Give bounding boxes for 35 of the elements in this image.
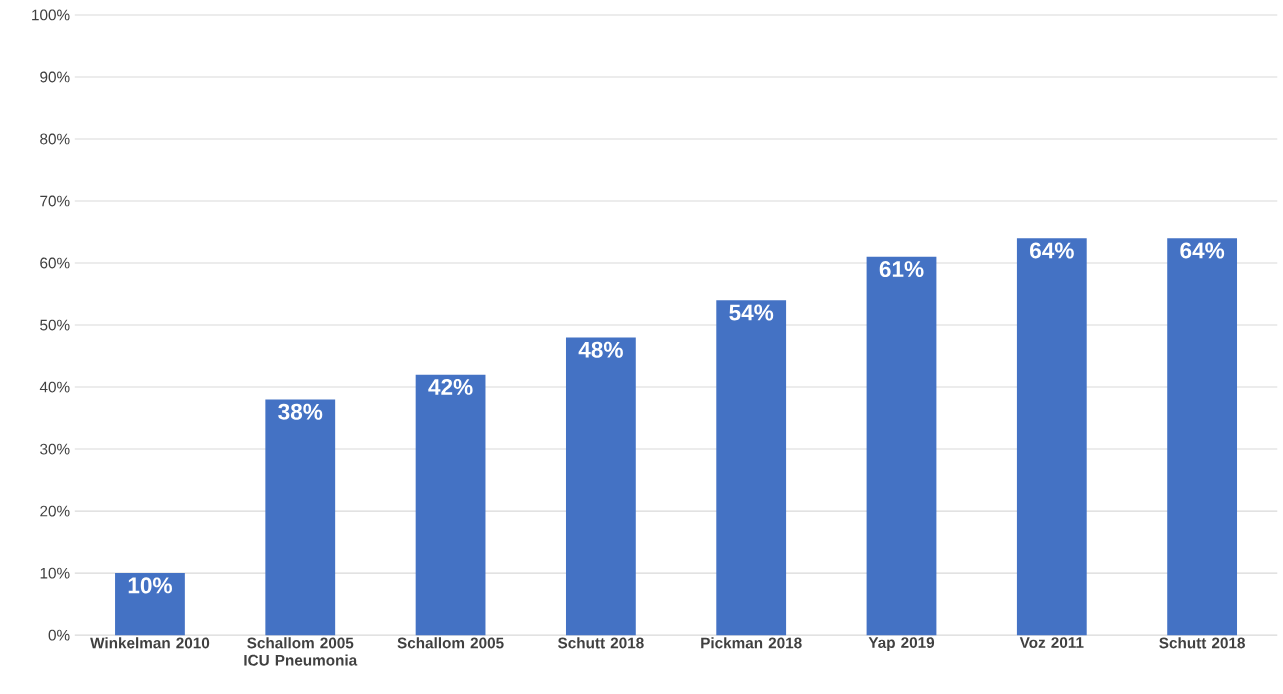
data-label: 54%	[729, 304, 774, 321]
data-label: 64%	[1180, 242, 1225, 259]
data-label: 61%	[879, 261, 924, 278]
y-tick-label: 100%	[32, 9, 70, 21]
x-tick-label: Schutt 2018	[557, 637, 644, 649]
data-label: 64%	[1030, 242, 1074, 259]
data-label: 48%	[578, 341, 623, 358]
y-tick-label: 40%	[39, 381, 70, 393]
bar	[1167, 238, 1238, 636]
x-tick-label: Schallom 2005	[397, 637, 504, 649]
data-label: 42%	[428, 378, 473, 395]
bar	[115, 573, 185, 636]
x-tick-label: Yap 2019	[868, 637, 935, 652]
x-tick-label: Schallom 2005 ICU Pneumonia	[244, 637, 358, 666]
y-tick-label: 50%	[40, 319, 70, 331]
x-tick-label: Pickman 2018	[701, 637, 802, 649]
y-tick-label: 60%	[40, 257, 70, 269]
y-tick-label: 80%	[40, 133, 70, 145]
bar	[265, 399, 336, 636]
y-tick-label: 10%	[40, 567, 70, 579]
x-tick-label: Voz 2011	[1019, 637, 1084, 649]
y-tick-label: 20%	[40, 505, 70, 517]
bar	[565, 337, 636, 636]
x-tick-label: Winkelman 2010	[90, 637, 210, 649]
y-tick-label: 0%	[48, 629, 70, 641]
data-label: 10%	[128, 577, 172, 594]
bar	[415, 374, 486, 636]
y-tick-label: 90%	[40, 71, 70, 83]
bar	[866, 256, 937, 636]
y-tick-label: 70%	[40, 195, 70, 207]
data-label: 38%	[278, 403, 323, 420]
bar	[716, 300, 787, 636]
x-tick-label: Schutt 2018	[1159, 637, 1245, 649]
bar	[1016, 238, 1087, 636]
y-tick-label: 30%	[40, 443, 70, 455]
